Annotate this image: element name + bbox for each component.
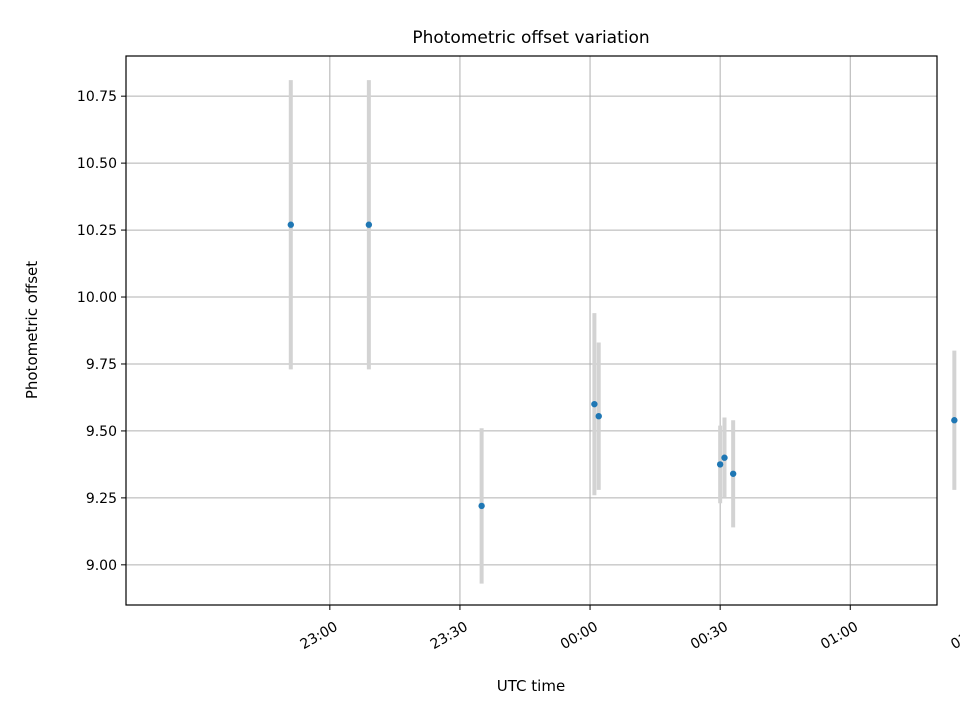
chart-title: Photometric offset variation [412,28,649,48]
y-tick-label: 10.50 [77,156,117,172]
y-tick-label: 9.75 [86,357,117,373]
data-point [365,221,373,228]
data-points [287,221,958,510]
y-axis-label: Photometric offset [23,261,41,399]
y-tick-label: 10.00 [77,290,117,306]
data-point [716,461,724,468]
y-tick-label: 10.25 [77,223,117,239]
data-point [478,502,485,510]
y-tick-label: 9.00 [86,558,117,574]
data-point [729,470,737,477]
data-point [595,412,602,420]
data-point [287,221,295,228]
data-point [591,400,598,408]
y-tick-label: 9.50 [86,424,117,440]
y-axis-ticks: 9.00 9.25 9.50 9.75 10.00 10.25 10.50 10.75 [77,89,126,574]
x-tick-label: 01:30 [948,619,960,653]
y-tick-label: 9.25 [86,491,117,507]
y-tick-label: 10.75 [77,89,117,105]
grid [126,56,937,605]
plot-area-frame [125,55,938,606]
data-point [951,417,958,424]
x-axis-label: UTC time [497,677,565,695]
data-point [721,454,728,461]
